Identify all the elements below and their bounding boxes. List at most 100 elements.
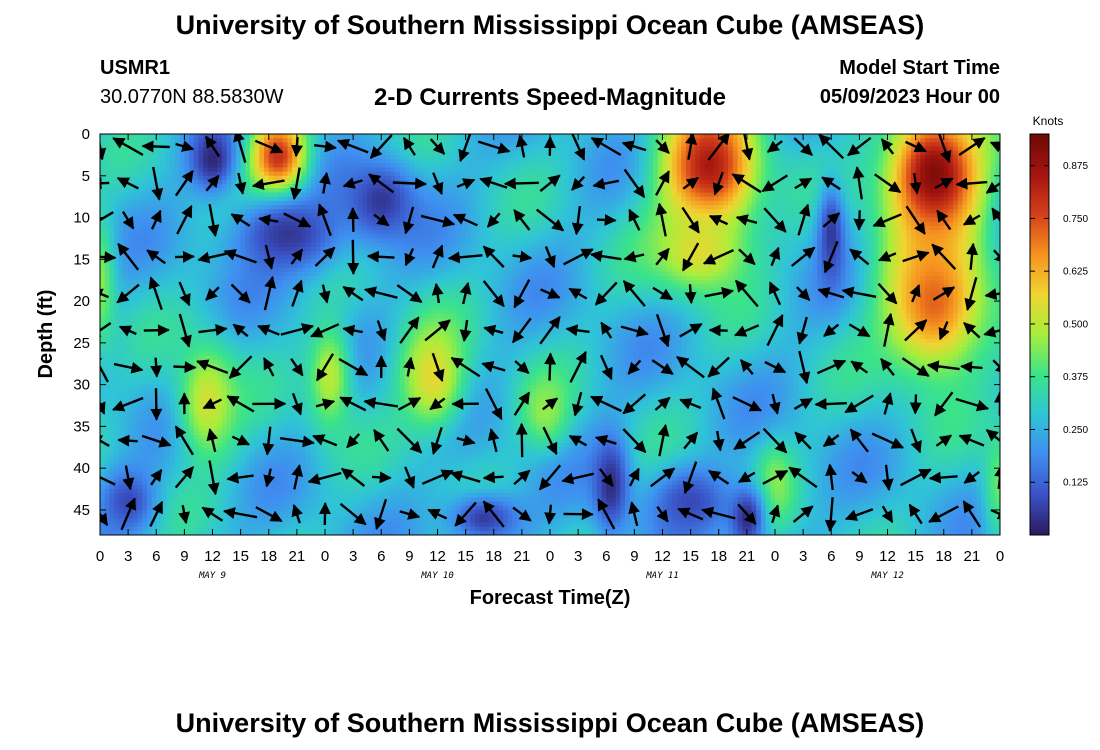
heat-cell <box>325 392 331 398</box>
heat-cell <box>259 175 265 181</box>
heat-cell <box>184 367 190 373</box>
heat-cell <box>310 430 317 436</box>
heat-cell <box>128 451 134 457</box>
heat-cell <box>287 305 293 310</box>
heat-cell <box>250 493 256 498</box>
heat-cell <box>306 276 312 281</box>
heat-cell <box>226 505 232 511</box>
heat-cell <box>165 271 171 277</box>
heat-cell <box>203 392 209 398</box>
heat-cell <box>315 230 321 235</box>
heat-cell <box>179 351 185 356</box>
heat-cell <box>128 188 134 193</box>
heat-cell <box>100 426 106 431</box>
heat-cell <box>329 179 335 185</box>
heat-cell <box>296 359 302 365</box>
heat-cell <box>301 263 307 269</box>
heat-cell <box>221 292 227 298</box>
heat-cell <box>329 509 335 515</box>
heat-cell <box>296 430 302 436</box>
heat-cell <box>301 159 307 164</box>
heat-cell <box>273 234 279 239</box>
heat-cell <box>278 438 284 444</box>
heat-cell <box>114 451 120 457</box>
heat-cell <box>329 434 335 440</box>
heat-cell <box>175 509 181 515</box>
heat-cell <box>226 514 232 519</box>
heat-cell <box>278 443 284 448</box>
heat-cell <box>118 489 124 494</box>
heat-cell <box>160 142 167 147</box>
heat-cell <box>235 309 242 315</box>
heat-cell <box>315 317 321 323</box>
heat-cell <box>315 351 321 356</box>
heat-cell <box>179 422 185 427</box>
heat-cell <box>287 380 293 386</box>
heat-cell <box>334 409 340 415</box>
heat-cell <box>151 463 157 469</box>
heat-cell <box>221 430 227 436</box>
heat-cell <box>146 259 152 264</box>
heat-cell <box>282 489 288 494</box>
heat-cell <box>320 484 326 490</box>
heat-cell <box>301 347 307 352</box>
heat-cell <box>245 271 251 277</box>
heat-cell <box>146 468 152 473</box>
heat-cell <box>282 338 288 344</box>
heat-cell <box>123 447 129 452</box>
heat-cell <box>301 280 307 285</box>
heat-cell <box>306 372 312 377</box>
heat-cell <box>193 430 199 436</box>
heat-cell <box>217 138 223 143</box>
heat-cell <box>310 313 317 319</box>
heat-cell <box>334 179 340 185</box>
heat-cell <box>250 447 256 452</box>
heat-cell <box>142 246 148 252</box>
heat-cell <box>282 497 288 502</box>
heat-cell <box>301 179 307 185</box>
heat-cell <box>203 313 209 319</box>
heat-cell <box>156 250 162 256</box>
heat-cell <box>142 171 148 177</box>
heat-cell <box>189 250 195 256</box>
heat-cell <box>226 163 232 168</box>
heat-cell <box>184 221 190 227</box>
heat-cell <box>198 284 204 289</box>
heat-cell <box>315 225 321 231</box>
heat-cell <box>142 213 148 218</box>
heat-cell <box>325 384 331 390</box>
heat-cell <box>254 321 260 327</box>
heat-cell <box>212 376 218 381</box>
heat-cell <box>118 317 124 323</box>
heat-cell <box>123 422 129 427</box>
heat-cell <box>329 234 335 239</box>
heat-cell <box>235 443 242 448</box>
heat-cell <box>132 509 138 515</box>
heat-cell <box>189 313 195 319</box>
heat-cell <box>193 526 199 532</box>
heat-cell <box>334 330 340 335</box>
heat-cell <box>245 175 251 181</box>
heat-cell <box>282 484 288 490</box>
heat-cell <box>254 167 260 172</box>
heat-cell <box>132 413 138 419</box>
heat-cell <box>160 230 167 235</box>
heat-cell <box>235 447 242 452</box>
heat-cell <box>301 175 307 181</box>
heat-cell <box>175 342 181 348</box>
heat-cell <box>146 205 152 210</box>
heat-cell <box>315 138 321 143</box>
heat-cell <box>301 192 307 198</box>
heat-cell <box>235 296 242 302</box>
heat-cell <box>254 397 260 402</box>
heat-cell <box>118 200 124 206</box>
heat-cell <box>296 271 302 277</box>
heat-cell <box>189 443 195 448</box>
heat-cell <box>217 514 223 519</box>
heat-cell <box>217 154 223 160</box>
heat-cell <box>165 518 171 523</box>
heat-cell <box>282 267 288 273</box>
heat-cell <box>142 509 148 515</box>
heat-cell <box>287 522 293 528</box>
heat-cell <box>329 171 335 177</box>
